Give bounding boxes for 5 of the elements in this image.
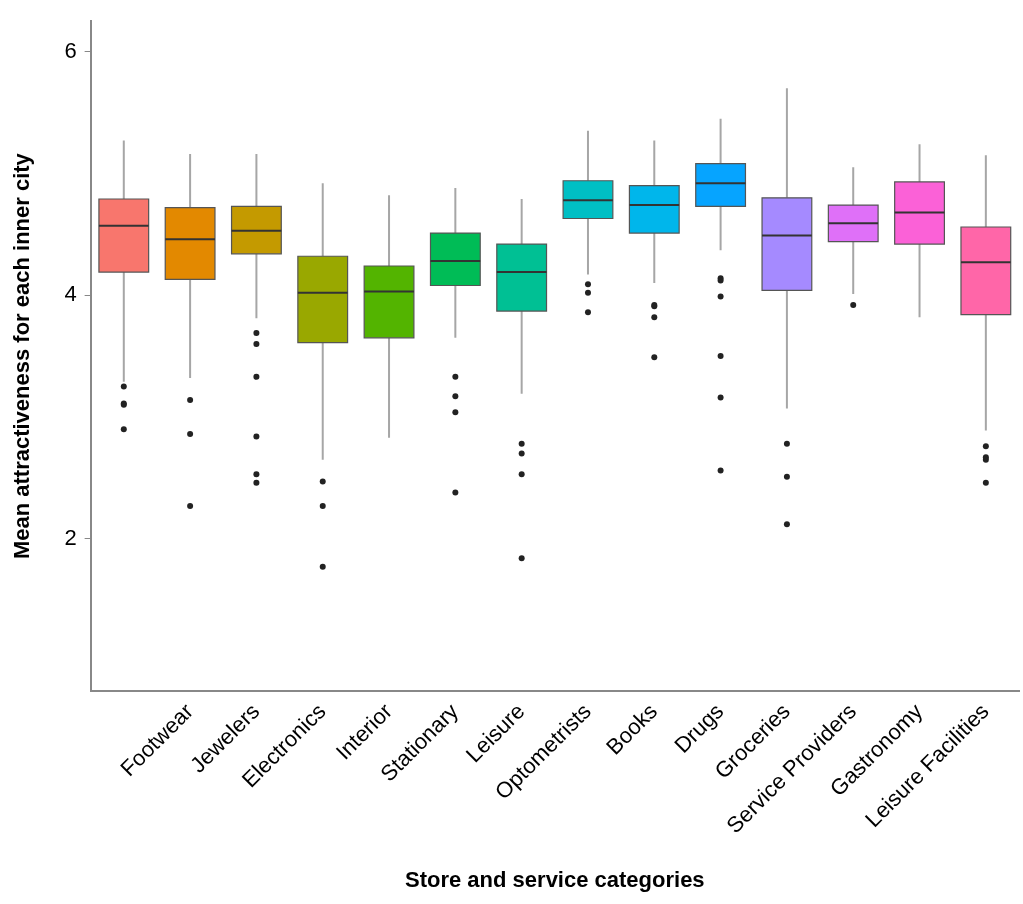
y-tick-label: 2 [64,524,77,550]
x-axis-title: Store and service categories [405,866,705,892]
y-tick-label: 4 [64,281,77,307]
y-axis-title: Mean attractiveness for each inner city [9,152,35,560]
y-tick-label: 6 [64,37,77,63]
